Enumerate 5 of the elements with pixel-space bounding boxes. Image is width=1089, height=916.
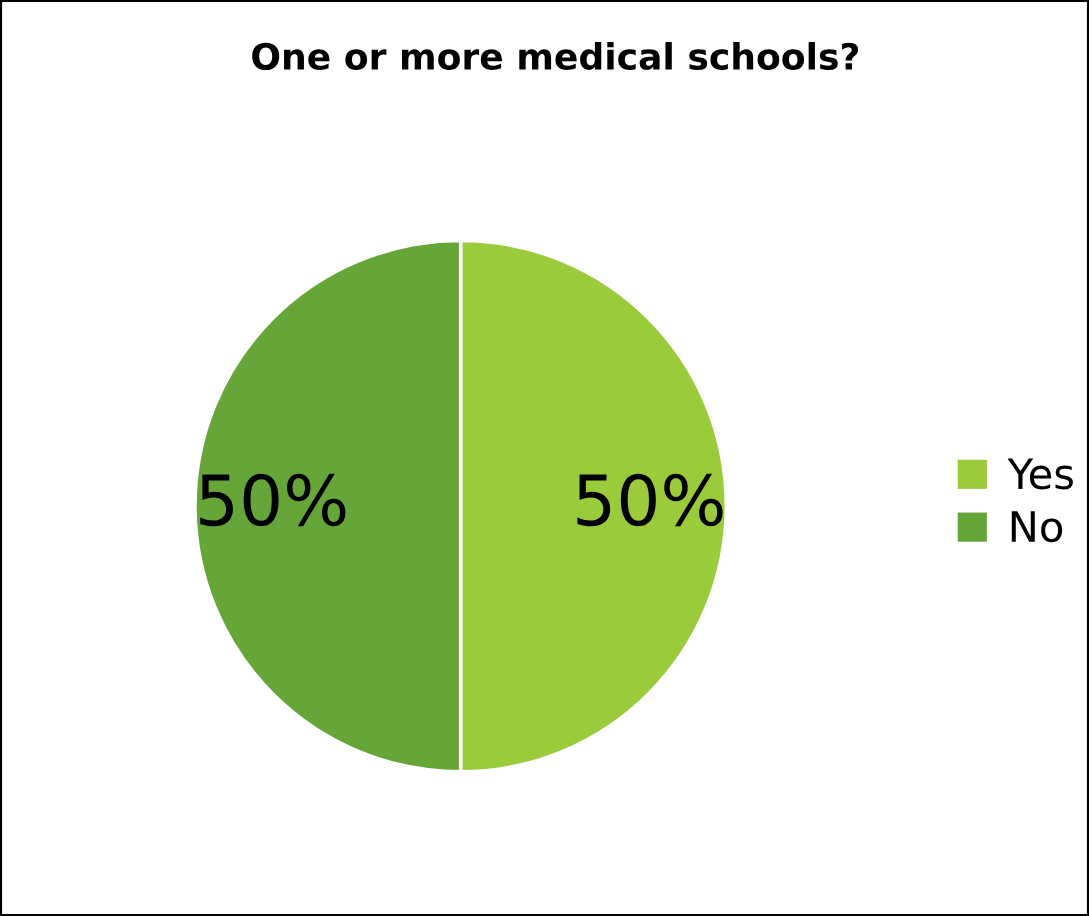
data-label: 50% — [200, 473, 346, 527]
legend-label: Yes — [1007, 458, 1073, 490]
chart-title: One or more medical schools? — [252, 42, 859, 71]
data-label: 50% — [577, 473, 723, 527]
legend-label: No — [1011, 511, 1063, 543]
